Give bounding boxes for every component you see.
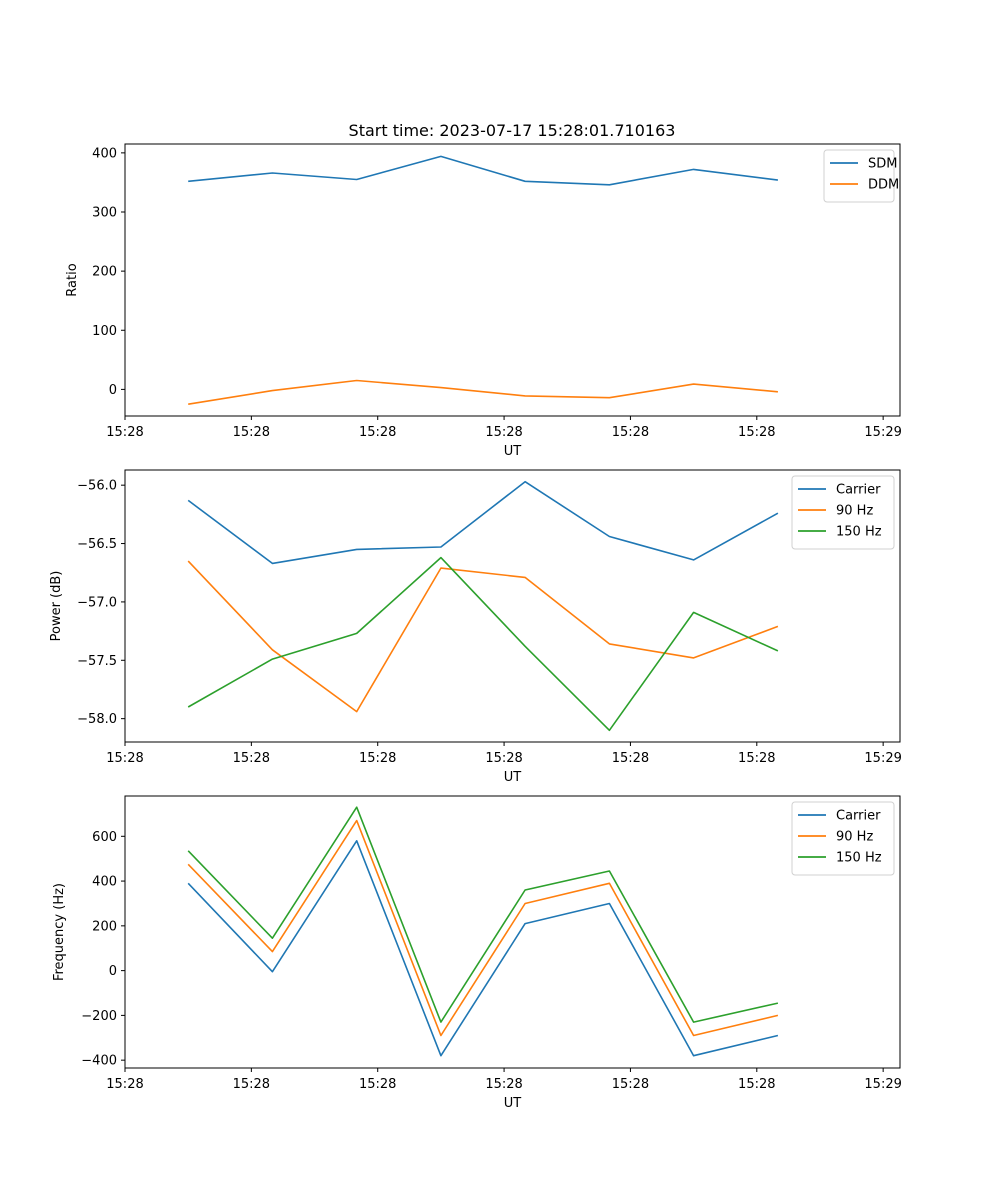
y-axis-label: Frequency (Hz)	[52, 883, 67, 981]
x-tick-label: 15:28	[485, 1077, 522, 1092]
x-tick-label: 15:28	[233, 1077, 270, 1092]
legend: Carrier 90 Hz 150 Hz	[791, 475, 895, 550]
series-line-150-hz	[187, 556, 779, 732]
x-axis-label: UT	[504, 444, 522, 459]
legend-entry: DDM	[868, 178, 899, 193]
y-tick-label: 600	[92, 830, 117, 845]
x-tick-label: 15:28	[233, 751, 270, 766]
panel-3: 15:28 15:28 15:28 15:28 15:28 15:28 15:29 600 40…	[52, 795, 902, 1111]
x-tick-label: 15:28	[485, 751, 522, 766]
x-tick-label: 15:28	[612, 425, 649, 440]
axes-frame	[124, 143, 901, 417]
panels: 15:28 15:28 15:28 15:28 15:28 15:28 15:29 0 100 2…	[49, 143, 902, 1111]
x-tick-label: 15:29	[864, 751, 901, 766]
x-tick-label: 15:28	[359, 1077, 396, 1092]
figure-title: Start time: 2023-07-17 15:28:01.710163	[349, 121, 676, 140]
legend-entry: SDM	[868, 157, 897, 172]
y-tick-label: −58.0	[77, 712, 117, 727]
y-tick-label: −400	[81, 1054, 117, 1069]
x-tick-label: 15:28	[485, 425, 522, 440]
x-tick-label: 15:28	[738, 751, 775, 766]
y-tick-label: 200	[92, 919, 117, 934]
series-line-ddm	[188, 379, 778, 405]
y-tick-label: −200	[81, 1009, 117, 1024]
x-tick-label: 15:28	[359, 751, 396, 766]
x-tick-label: 15:28	[738, 425, 775, 440]
y-tick-label: 100	[92, 324, 117, 339]
series-line-sdm	[188, 155, 779, 186]
x-tick-label: 15:28	[738, 1077, 775, 1092]
y-axis-label: Ratio	[65, 263, 80, 296]
x-tick-label: 15:28	[106, 751, 143, 766]
legend-entry: 90 Hz	[836, 830, 873, 845]
x-tick-label: 15:28	[233, 425, 270, 440]
panel-1: 15:28 15:28 15:28 15:28 15:28 15:28 15:29 0 100 2…	[65, 143, 902, 459]
series-line-90-hz	[187, 819, 779, 1037]
legend-entry: 90 Hz	[836, 504, 873, 519]
legend-entry: Carrier	[836, 809, 881, 824]
x-tick-label: 15:28	[359, 425, 396, 440]
panel-2: 15:28 15:28 15:28 15:28 15:28 15:28 15:29 −56.0…	[49, 469, 902, 785]
y-tick-label: 400	[92, 875, 117, 890]
x-axis-label: UT	[504, 770, 522, 785]
legend-entry: Carrier	[836, 483, 881, 498]
x-tick-label: 15:28	[612, 751, 649, 766]
x-tick-label: 15:29	[864, 425, 901, 440]
x-tick-label: 15:28	[612, 1077, 649, 1092]
x-tick-label: 15:29	[864, 1077, 901, 1092]
y-tick-label: 200	[92, 265, 117, 280]
y-tick-label: 0	[109, 383, 117, 398]
legend: SDM DDM	[823, 149, 899, 203]
y-tick-label: −56.0	[77, 479, 117, 494]
y-tick-label: 300	[92, 206, 117, 221]
y-axis-label: Power (dB)	[49, 571, 64, 642]
series-line-carrier	[187, 480, 779, 565]
axes-frame	[124, 469, 901, 743]
axes-frame	[124, 795, 901, 1069]
series-line-carrier	[187, 839, 779, 1057]
x-tick-label: 15:28	[106, 425, 143, 440]
legend-entry: 150 Hz	[836, 525, 882, 540]
x-axis-label: UT	[504, 1096, 522, 1111]
legend-entry: 150 Hz	[836, 851, 882, 866]
series-line-150-hz	[187, 806, 779, 1023]
x-tick-label: 15:28	[106, 1077, 143, 1092]
y-tick-label: −57.5	[77, 654, 117, 669]
y-tick-label: 400	[92, 146, 117, 161]
y-tick-label: −57.0	[77, 595, 117, 610]
legend: Carrier 90 Hz 150 Hz	[791, 801, 895, 876]
y-tick-label: 0	[109, 964, 117, 979]
series-line-90-hz	[187, 560, 779, 713]
y-tick-label: −56.5	[77, 537, 117, 552]
